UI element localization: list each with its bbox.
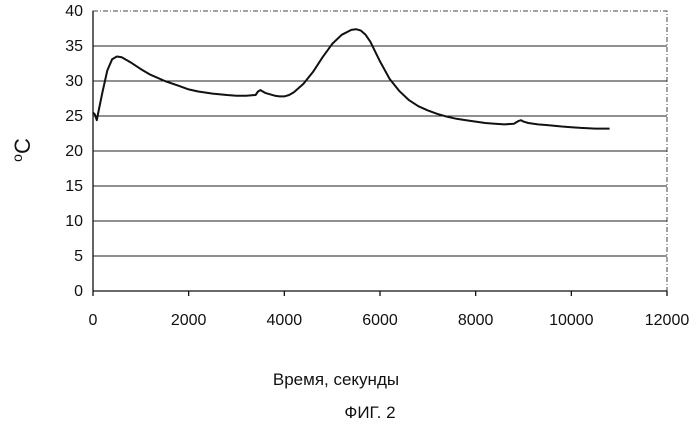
- x-tick-label-8000: 8000: [458, 312, 494, 329]
- y-tick-label-25: 25: [65, 108, 83, 125]
- y-tick-label-35: 35: [65, 38, 83, 55]
- y-tick-label-15: 15: [65, 178, 83, 195]
- x-tick-labels: 0 2000 4000 6000 8000 10000 12000: [89, 291, 690, 329]
- x-axis-label: Время, секунды: [273, 370, 399, 389]
- x-tick-label-10000: 10000: [549, 312, 594, 329]
- y-tick-label-20: 20: [65, 143, 83, 160]
- y-tick-label-10: 10: [65, 213, 83, 230]
- grid-lines: [93, 46, 667, 256]
- y-tick-label-0: 0: [74, 283, 83, 300]
- x-tick-label-0: 0: [89, 312, 98, 329]
- y-tick-label-40: 40: [65, 3, 83, 20]
- y-axis-label-main: C: [10, 138, 35, 154]
- y-tick-label-30: 30: [65, 73, 83, 90]
- figure-caption: ФИГ. 2: [344, 403, 395, 422]
- x-tick-label-4000: 4000: [267, 312, 303, 329]
- y-tick-labels: 0 5 10 15 20 25 30 35 40: [65, 3, 83, 300]
- y-axis-label-sup: o: [9, 154, 25, 162]
- x-tick-label-2000: 2000: [171, 312, 207, 329]
- y-axis-label: oC: [9, 138, 35, 162]
- y-tick-label-5: 5: [74, 248, 83, 265]
- x-tick-label-12000: 12000: [645, 312, 690, 329]
- x-tick-label-6000: 6000: [362, 312, 398, 329]
- series-line: [93, 29, 610, 128]
